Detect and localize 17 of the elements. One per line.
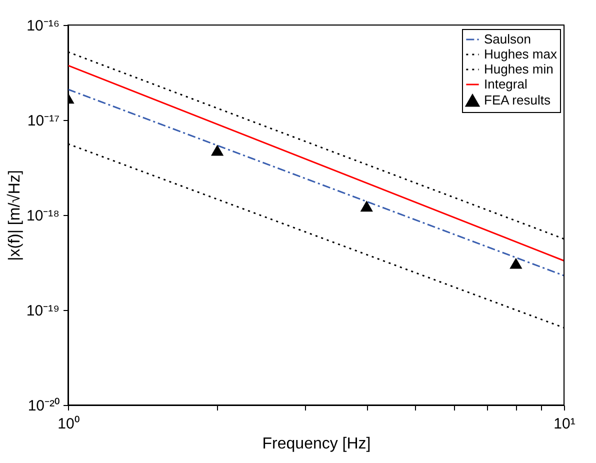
legend-label: Saulson: [484, 32, 531, 46]
y-tick-label: 10⁻²⁰: [28, 398, 60, 414]
point: [360, 200, 373, 212]
legend-label: Hughes min: [484, 62, 554, 76]
y-tick-label: 10⁻¹⁶: [26, 18, 60, 34]
y-axis-title: |x(f)| [m/√Hz]: [6, 170, 24, 261]
y-tick-label: 10⁻¹⁷: [27, 112, 60, 130]
x-tick-label: 10⁰: [58, 416, 80, 432]
x-axis-title: Frequency [Hz]: [262, 436, 371, 452]
point: [210, 144, 224, 156]
y-tick-label: 10⁻¹⁸: [26, 208, 60, 224]
legend-label: FEA results: [484, 92, 551, 108]
y-tick-label: 10⁻¹⁹: [26, 302, 60, 320]
legend-label: Hughes max: [484, 46, 558, 62]
x-tick-label: 10¹: [554, 416, 576, 432]
point: [510, 258, 522, 269]
legend-label: Integral: [484, 76, 528, 92]
